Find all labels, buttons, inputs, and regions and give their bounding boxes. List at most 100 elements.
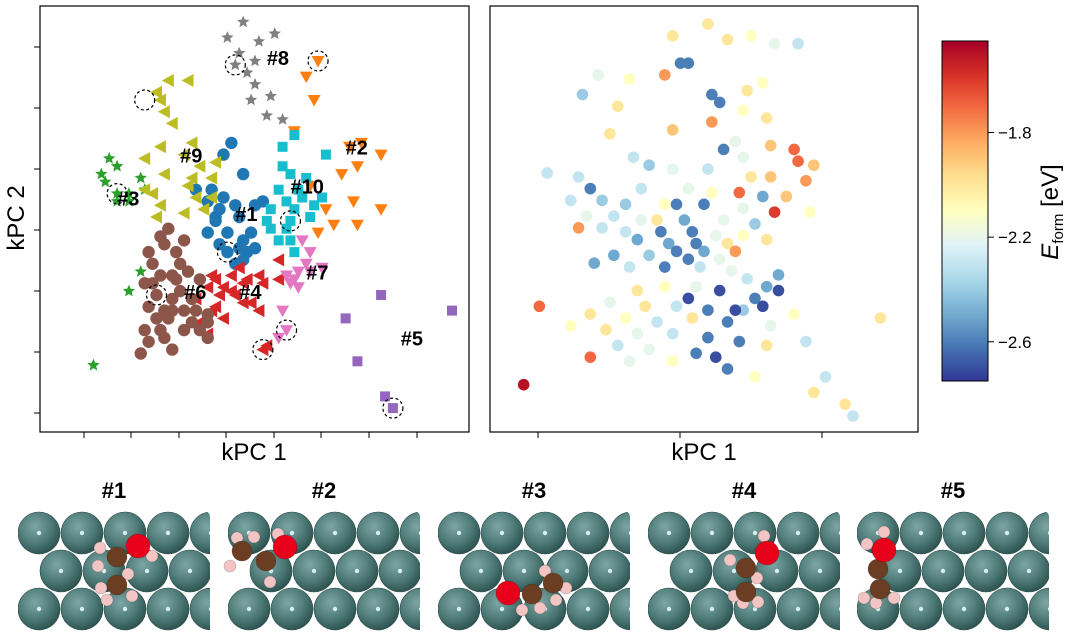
data-point [173, 284, 187, 298]
oxygen-atom [125, 533, 151, 559]
data-point [303, 247, 317, 259]
data-point [721, 316, 734, 328]
data-point [189, 191, 202, 204]
data-point [264, 89, 277, 102]
hydrogen-atom [263, 575, 277, 589]
data-point [252, 35, 266, 47]
data-point [659, 69, 671, 81]
data-point [185, 292, 199, 306]
data-point [376, 290, 387, 300]
data-point [221, 31, 234, 43]
surface-atom-highlight [1004, 606, 1010, 612]
data-point [717, 214, 730, 226]
oxygen-atom [495, 580, 521, 606]
data-point [792, 155, 804, 167]
data-point [273, 235, 284, 246]
hydrogen-atom [877, 525, 891, 539]
surface-atom [1028, 511, 1049, 555]
colorbar-gradient [941, 40, 989, 382]
data-point [788, 143, 800, 156]
data-point [745, 29, 757, 42]
data-point [213, 288, 226, 302]
oxygen-atom [754, 540, 780, 566]
colorbar-tick-label: −2.2 [998, 228, 1032, 247]
left-highlight-circles [106, 50, 404, 419]
data-point [749, 218, 761, 230]
data-point [256, 343, 269, 357]
data-point [666, 355, 679, 367]
data-point [181, 179, 194, 193]
surface-atom-highlight [1070, 569, 1074, 573]
data-point [268, 27, 281, 39]
data-point [682, 182, 695, 195]
data-point [280, 325, 294, 337]
surface-atom-highlight [752, 530, 758, 536]
carbon-atom [735, 557, 757, 579]
data-point [293, 184, 304, 195]
data-point [161, 74, 174, 87]
surface-atom-highlight [36, 606, 42, 612]
data-point [150, 312, 163, 325]
surface-atom-highlight [838, 606, 840, 612]
metal-surface [18, 511, 210, 631]
data-point [224, 269, 237, 282]
data-point [670, 245, 683, 258]
data-point [138, 152, 151, 165]
data-point [273, 184, 284, 195]
data-point [800, 175, 812, 187]
data-point [768, 206, 781, 218]
hydrogen-atom [750, 571, 764, 585]
data-point [611, 100, 624, 113]
data-point [352, 356, 363, 367]
data-point [233, 46, 246, 59]
data-point [189, 304, 203, 317]
data-point [604, 296, 616, 309]
highlight-circle [145, 284, 168, 306]
data-point [702, 18, 714, 30]
hydrogen-atom [121, 567, 135, 581]
data-point [709, 229, 722, 242]
surface-atom [609, 587, 630, 631]
data-point [237, 15, 250, 28]
data-point [110, 159, 124, 172]
data-point [733, 335, 746, 348]
data-point [659, 261, 671, 273]
data-point [643, 249, 655, 262]
cluster-label: #7 [306, 262, 328, 284]
data-point [682, 292, 695, 305]
data-point [146, 257, 159, 270]
data-point [289, 204, 300, 215]
right-x-axis-label: kPC 1 [671, 439, 736, 466]
surface-atom-highlight [1047, 530, 1049, 536]
surface-atom-highlight [289, 606, 295, 612]
data-point [702, 304, 714, 316]
data-point [193, 273, 207, 286]
surface-atom-highlight [961, 530, 967, 536]
surface-atom-highlight [332, 530, 338, 536]
data-point [153, 198, 166, 212]
data-point [177, 206, 190, 220]
data-point [659, 198, 671, 211]
data-point [315, 262, 329, 275]
metal-surface [438, 511, 630, 631]
data-point [303, 266, 317, 279]
left-scatter-panel: #8 #2 #9 #10 #3 #1 #7 #6 #4 #5 kPC 1 kPC 2 [3, 5, 470, 466]
data-point [236, 296, 249, 310]
data-point [768, 37, 781, 50]
hydrogen-atom [860, 537, 874, 551]
data-point [285, 215, 296, 226]
data-point [283, 278, 297, 290]
data-point [217, 191, 230, 204]
surface-atom-highlight [961, 606, 967, 612]
structure-3: #3 [438, 478, 630, 631]
data-point [110, 194, 124, 207]
metal-surface [857, 511, 1074, 631]
data-point [584, 182, 597, 195]
data-point [299, 71, 313, 84]
hydrogen-atom [533, 601, 547, 615]
surface-atom-highlight [1004, 530, 1010, 536]
hydrogen-atom [515, 603, 529, 617]
data-point [760, 339, 773, 352]
data-point [150, 210, 162, 224]
carbon-atom [106, 574, 128, 596]
